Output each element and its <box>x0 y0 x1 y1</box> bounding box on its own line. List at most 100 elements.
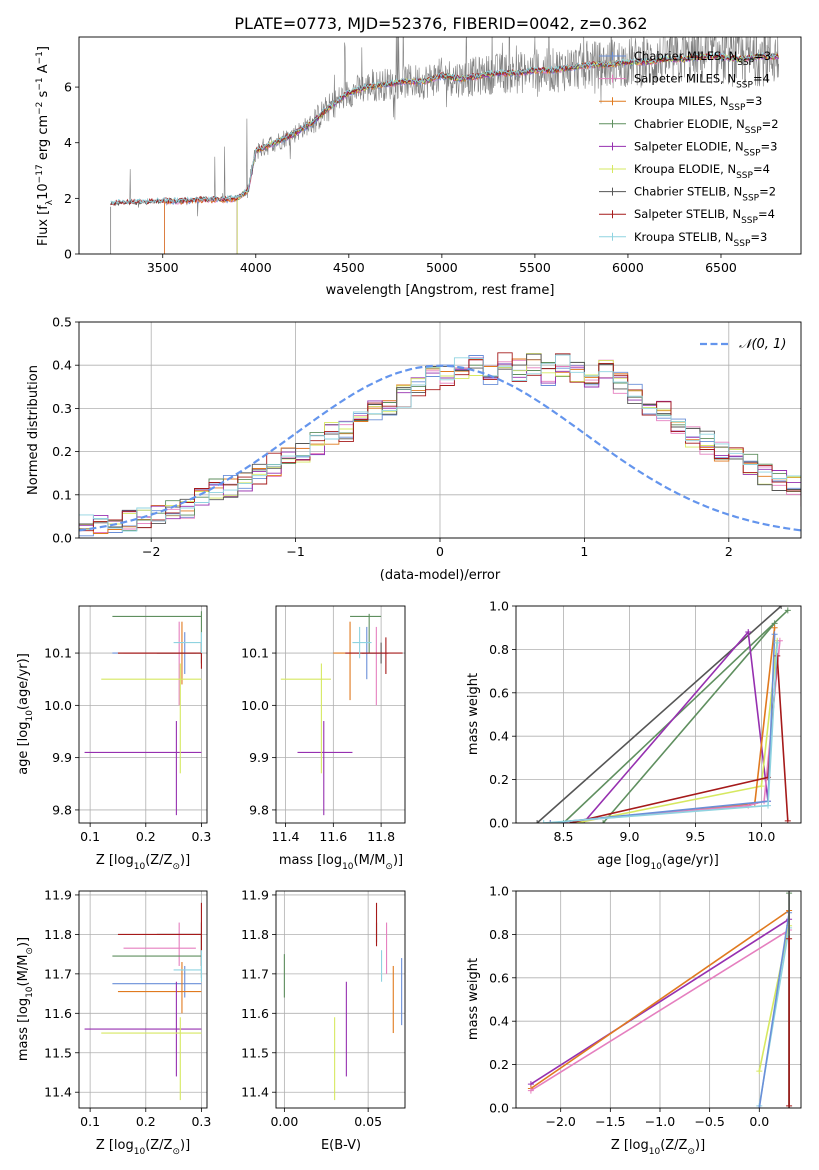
y-axis-label-part: −2 <box>35 102 45 115</box>
x-axis-label-part: (age/yr)] <box>662 853 719 868</box>
x-tick-label: 0.1 <box>80 1114 100 1129</box>
x-axis-label: E(B-V) <box>321 1138 361 1153</box>
legend-label-part: SSP <box>745 126 762 136</box>
x-tick-label: 0.3 <box>191 1114 211 1129</box>
y-tick-label: 11.9 <box>241 887 269 902</box>
x-tick-label: −1.5 <box>595 1114 625 1129</box>
y-tick-label: 0.0 <box>52 531 72 546</box>
point-chabrier_stelib <box>778 606 785 609</box>
y-axis-label-part: A <box>36 64 51 77</box>
legend-label-normal: 𝒩(0, 1) <box>739 337 786 352</box>
legend-label-part: SSP <box>734 239 751 249</box>
y-tick-label: 11.9 <box>44 887 72 902</box>
legend-label: Kroupa STELIB, NSSP=3 <box>634 230 767 249</box>
histogram-kroupa_stelib <box>79 354 801 532</box>
legend-label-part: SSP <box>729 103 746 113</box>
plot-content <box>534 606 791 823</box>
x-axis-label-part: 10 <box>134 1147 146 1157</box>
x-axis-label: wavelength [Angstrom, rest frame] <box>326 283 555 298</box>
y-tick-label: 1.0 <box>489 884 509 899</box>
cumulative-chabrier_elodie <box>602 622 776 823</box>
x-axis-label-part: 10 <box>649 1147 661 1157</box>
point-salpeter_miles <box>527 1087 534 1094</box>
point-kroupa_elodie <box>756 1068 763 1075</box>
legend-label-part: =2 <box>762 117 779 131</box>
x-tick-label: 0 <box>436 544 444 559</box>
legend-label: Chabrier STELIB, NSSP=2 <box>634 185 776 204</box>
x-tick-label: 3500 <box>147 260 179 275</box>
plot-content <box>283 902 403 1101</box>
x-axis-label-part: 10 <box>134 862 146 872</box>
x-tick-label: 5500 <box>519 260 551 275</box>
y-axis-label-part: )] <box>16 937 31 947</box>
y-tick-label: 11.7 <box>241 966 269 981</box>
x-axis-label-part: mass [log <box>279 853 342 868</box>
x-axis-label-part: (Z/Z <box>145 853 172 868</box>
x-axis-label-part: ⊙ <box>687 1147 695 1157</box>
y-tick-label: 11.5 <box>44 1045 72 1060</box>
cumulative-kroupa_miles <box>530 909 790 1090</box>
x-axis-label-part: Z [log <box>611 1138 649 1153</box>
y-axis-label-part: age [log <box>16 722 31 775</box>
x-tick-label: 1 <box>580 544 588 559</box>
x-tick-label: −2 <box>142 544 160 559</box>
y-tick-label: 0.3 <box>52 401 72 416</box>
cumulative-chabrier_miles <box>758 912 790 1108</box>
plot-area <box>276 891 405 1108</box>
legend-label-part: Chabrier MILES, N <box>634 49 737 63</box>
point-chabrier_miles <box>547 820 554 823</box>
y-axis-label-part: mass [log <box>16 998 31 1061</box>
y-tick-label: 10.1 <box>44 646 72 661</box>
y-tick-label: 0.5 <box>52 315 72 330</box>
axes-frame <box>275 605 406 824</box>
plot-area <box>516 891 801 1108</box>
legend-label-part: Salpeter ELODIE, N <box>634 139 744 153</box>
x-axis-label-part: )] <box>695 1138 705 1153</box>
y-axis-label-part: −17 <box>35 164 45 183</box>
x-tick-label: 10.0 <box>747 829 775 844</box>
x-axis-label-part: (M/M <box>354 853 386 868</box>
axes-mass-vs-Z: 0.1 0.2 0.311.411.511.611.711.811.9Z [log1… <box>16 887 211 1157</box>
y-axis-label-part: s <box>36 90 51 101</box>
x-axis-label: Z [log10(Z/Z⊙)] <box>96 1138 190 1157</box>
legend-label: Chabrier MILES, NSSP=3 <box>634 49 771 68</box>
point-salpeter_stelib <box>786 935 793 942</box>
y-tick-label: 0.2 <box>52 444 72 459</box>
legend-label-part: =4 <box>758 207 775 221</box>
y-axis-label: mass weight <box>466 673 481 755</box>
y-tick-label: 4 <box>64 135 72 150</box>
x-axis-label-part: ⊙ <box>172 862 180 872</box>
y-tick-label: 11.4 <box>241 1085 269 1100</box>
point-chabrier_elodie <box>600 820 607 823</box>
legend-label-part: =3 <box>745 94 762 108</box>
y-tick-label: 0.6 <box>489 970 509 985</box>
y-axis-label-part: Flux [f <box>36 205 51 246</box>
plot-area <box>79 891 207 1108</box>
point-chabrier_elodie <box>784 607 791 614</box>
y-tick-label: 11.8 <box>241 927 269 942</box>
y-tick-label: 9.9 <box>249 750 269 765</box>
legend-label: Salpeter MILES, NSSP=4 <box>634 72 770 91</box>
y-axis-label: age [log10(age/yr)] <box>16 653 35 775</box>
legend-label-part: SSP <box>741 216 758 226</box>
x-tick-label: 0.0 <box>749 1114 769 1129</box>
x-tick-label: 6500 <box>705 260 737 275</box>
point-kroupa_elodie <box>758 783 765 790</box>
point-chabrier_stelib <box>534 820 541 823</box>
legend-label: Kroupa MILES, NSSP=3 <box>634 94 762 113</box>
legend-label-part: =2 <box>759 185 776 199</box>
plot-content <box>84 902 202 1101</box>
axes-spectrum: 3500 4000 4500 5000 5500 6000 6500 0 2 4 6 Flux [fλ… <box>35 36 802 298</box>
y-tick-label: 0.4 <box>489 729 509 744</box>
legend-label-part: =3 <box>754 49 771 63</box>
legend-label-part: =4 <box>753 72 770 86</box>
x-axis-label-part: ⊙ <box>172 1147 180 1157</box>
x-axis-label-part: 10 <box>650 862 662 872</box>
y-tick-label: 0.0 <box>489 816 509 831</box>
plot-content <box>79 352 801 537</box>
figure-title: PLATE=0773, MJD=52376, FIBERID=0042, z=0… <box>234 14 647 33</box>
y-axis-label-part: (M/M <box>16 955 31 987</box>
y-tick-label: 2 <box>64 191 72 206</box>
plot-content <box>84 611 202 816</box>
x-axis-label: (data-model)/error <box>380 568 501 583</box>
